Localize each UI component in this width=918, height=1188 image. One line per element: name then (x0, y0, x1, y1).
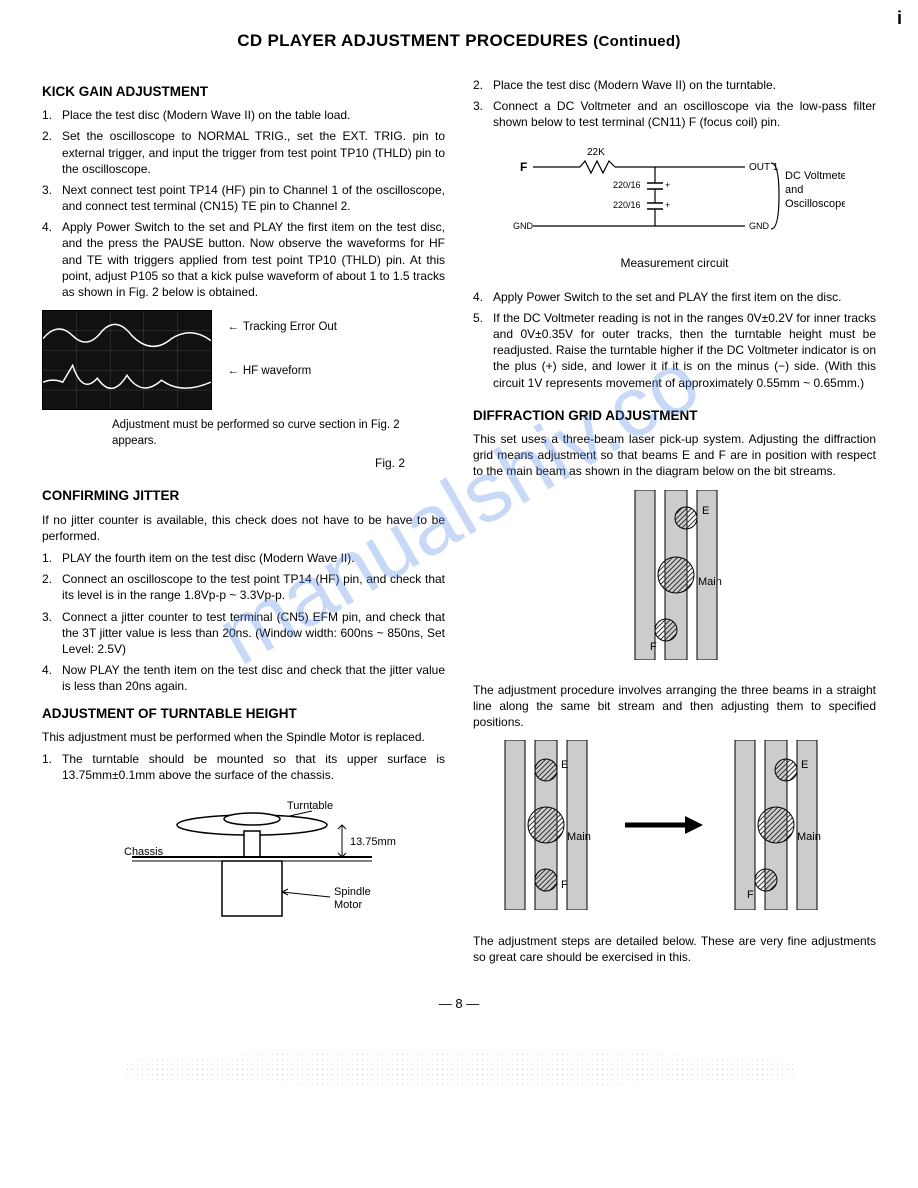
title-continued: (Continued) (593, 33, 680, 50)
list-number: 5. (473, 310, 493, 391)
list-number: 2. (42, 128, 62, 177)
svg-text:Main: Main (797, 831, 821, 843)
beam-main-label: Main (698, 576, 722, 588)
beams-diagram-centered: E Main F (473, 490, 876, 664)
bottom-texture (125, 1052, 792, 1086)
chassis-text: Chassis (124, 846, 164, 858)
beam-f-label: F (650, 641, 657, 653)
list-text: Place the test disc (Modern Wave II) on … (62, 107, 445, 123)
list-text: Connect an oscilloscope to the test poin… (62, 571, 445, 603)
oscilloscope-figure: ← Tracking Error Out ← HF waveform Adjustm… (42, 310, 445, 471)
list-number: 2. (42, 571, 62, 603)
turntable-continued-steps-2: 4.Apply Power Switch to the set and PLAY… (473, 289, 876, 391)
left-column: KICK GAIN ADJUSTMENT 1.Place the test di… (42, 77, 445, 971)
page-title: CD PLAYER ADJUSTMENT PROCEDURES (Continu… (42, 30, 876, 53)
list-number: 4. (42, 219, 62, 300)
list-text: PLAY the fourth item on the test disc (M… (62, 550, 445, 566)
arrow-left-icon: ← (227, 320, 239, 336)
kick-gain-steps: 1.Place the test disc (Modern Wave II) o… (42, 107, 445, 300)
measurement-circuit-diagram: F 22K OUT 1 + 220/16 + 220/16 (505, 141, 845, 271)
list-text: Place the test disc (Modern Wave II) on … (493, 77, 876, 93)
circuit-caption: Measurement circuit (505, 255, 845, 271)
oscilloscope-screen (42, 310, 212, 410)
r-label: 22K (587, 147, 605, 158)
turntable-continued-steps: 2.Place the test disc (Modern Wave II) o… (473, 77, 876, 131)
svg-text:+: + (665, 180, 670, 190)
turntable-text: Turntable (287, 800, 333, 812)
list-text: Apply Power Switch to the set and PLAY t… (493, 289, 876, 305)
list-text: If the DC Voltmeter reading is not in th… (493, 310, 876, 391)
svg-text:and: and (785, 184, 803, 196)
beams-before-after-diagram: E Main F E Main F (473, 740, 876, 914)
scope-labels: ← Tracking Error Out ← HF waveform (227, 310, 337, 407)
beam-e-label: E (702, 505, 709, 517)
list-text: Next connect test point TP14 (HF) pin to… (62, 182, 445, 214)
turntable-intro: This adjustment must be performed when t… (42, 729, 445, 745)
svg-text:+: + (665, 200, 670, 210)
turntable-heading: ADJUSTMENT OF TURNTABLE HEIGHT (42, 705, 445, 723)
spindle-text-1: Spindle (334, 886, 371, 898)
list-number: 1. (42, 550, 62, 566)
arrow-left-icon: ← (227, 364, 239, 380)
tracking-error-label: Tracking Error Out (243, 321, 337, 333)
svg-text:Oscilloscope: Oscilloscope (785, 198, 845, 210)
title-main: CD PLAYER ADJUSTMENT PROCEDURES (237, 31, 588, 50)
diffraction-para2: The adjustment procedure involves arrang… (473, 682, 876, 731)
spindle-text-2: Motor (334, 899, 362, 911)
svg-text:E: E (561, 759, 568, 771)
list-text: Set the oscilloscope to NORMAL TRIG., se… (62, 128, 445, 177)
turntable-steps: 1.The turntable should be mounted so tha… (42, 751, 445, 783)
c2-label: 220/16 (613, 200, 641, 210)
height-text: 13.75mm (350, 836, 396, 848)
list-number: 3. (42, 182, 62, 214)
jitter-heading: CONFIRMING JITTER (42, 487, 445, 505)
list-text: Connect a jitter counter to test termina… (62, 609, 445, 658)
kick-gain-heading: KICK GAIN ADJUSTMENT (42, 83, 445, 101)
list-number: 1. (42, 107, 62, 123)
list-text: Connect a DC Voltmeter and an oscillosco… (493, 98, 876, 130)
gnd-label-left: GND (513, 221, 534, 231)
svg-text:E: E (801, 759, 808, 771)
right-column: 2.Place the test disc (Modern Wave II) o… (473, 77, 876, 971)
top-marker: i (897, 6, 902, 30)
diffraction-closing: The adjustment steps are detailed below.… (473, 933, 876, 965)
page-number: — 8 — (42, 995, 876, 1013)
list-number: 2. (473, 77, 493, 93)
f-label: F (520, 160, 527, 174)
list-number: 4. (473, 289, 493, 305)
gnd-label-right: GND (749, 221, 770, 231)
c1-label: 220/16 (613, 180, 641, 190)
figure-label: Fig. 2 (42, 455, 405, 471)
list-number: 3. (42, 609, 62, 658)
turntable-diagram: Turntable Chassis 13.75mm (112, 797, 445, 951)
diffraction-heading: DIFFRACTION GRID ADJUSTMENT (473, 407, 876, 425)
list-text: Now PLAY the tenth item on the test disc… (62, 662, 445, 694)
scope-caption: Adjustment must be performed so curve se… (112, 418, 445, 449)
list-number: 1. (42, 751, 62, 783)
svg-text:F: F (561, 879, 568, 891)
list-number: 3. (473, 98, 493, 130)
jitter-intro: If no jitter counter is available, this … (42, 512, 445, 544)
out-label: OUT 1 (749, 162, 779, 173)
hf-waveform-label: HF waveform (243, 365, 311, 377)
list-text: Apply Power Switch to the set and PLAY t… (62, 219, 445, 300)
svg-text:F: F (747, 889, 754, 901)
svg-text:DC Voltmeter: DC Voltmeter (785, 170, 845, 182)
svg-text:Main: Main (567, 831, 591, 843)
jitter-steps: 1.PLAY the fourth item on the test disc … (42, 550, 445, 695)
diffraction-intro: This set uses a three-beam laser pick-up… (473, 431, 876, 480)
list-number: 4. (42, 662, 62, 694)
list-text: The turntable should be mounted so that … (62, 751, 445, 783)
